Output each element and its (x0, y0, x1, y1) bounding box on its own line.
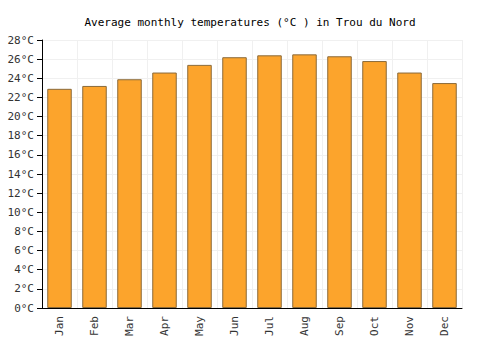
svg-text:2°C: 2°C (14, 282, 34, 295)
svg-text:Sep: Sep (333, 316, 346, 336)
svg-text:12°C: 12°C (8, 187, 35, 200)
svg-text:10°C: 10°C (8, 206, 35, 219)
svg-text:4°C: 4°C (14, 263, 34, 276)
svg-text:28°C: 28°C (8, 34, 35, 47)
svg-text:Aug: Aug (298, 316, 311, 336)
svg-text:6°C: 6°C (14, 244, 34, 257)
svg-text:Average monthly temperatures (: Average monthly temperatures (°C ) in Tr… (84, 16, 415, 29)
svg-text:Jan: Jan (53, 316, 66, 336)
svg-text:14°C: 14°C (8, 168, 35, 181)
svg-text:8°C: 8°C (14, 225, 34, 238)
svg-text:Apr: Apr (158, 316, 171, 336)
svg-text:18°C: 18°C (8, 129, 35, 142)
svg-text:Jun: Jun (228, 316, 241, 336)
svg-text:May: May (193, 316, 206, 336)
svg-text:0°C: 0°C (14, 302, 34, 315)
svg-text:20°C: 20°C (8, 110, 35, 123)
svg-text:22°C: 22°C (8, 91, 35, 104)
svg-text:Dec: Dec (438, 316, 451, 336)
svg-text:Oct: Oct (368, 316, 381, 336)
svg-text:26°C: 26°C (8, 53, 35, 66)
svg-text:16°C: 16°C (8, 148, 35, 161)
svg-text:Jul: Jul (263, 316, 276, 336)
svg-text:Feb: Feb (88, 316, 101, 336)
svg-text:24°C: 24°C (8, 72, 35, 85)
svg-text:Nov: Nov (403, 316, 416, 336)
svg-text:Mar: Mar (123, 316, 136, 336)
